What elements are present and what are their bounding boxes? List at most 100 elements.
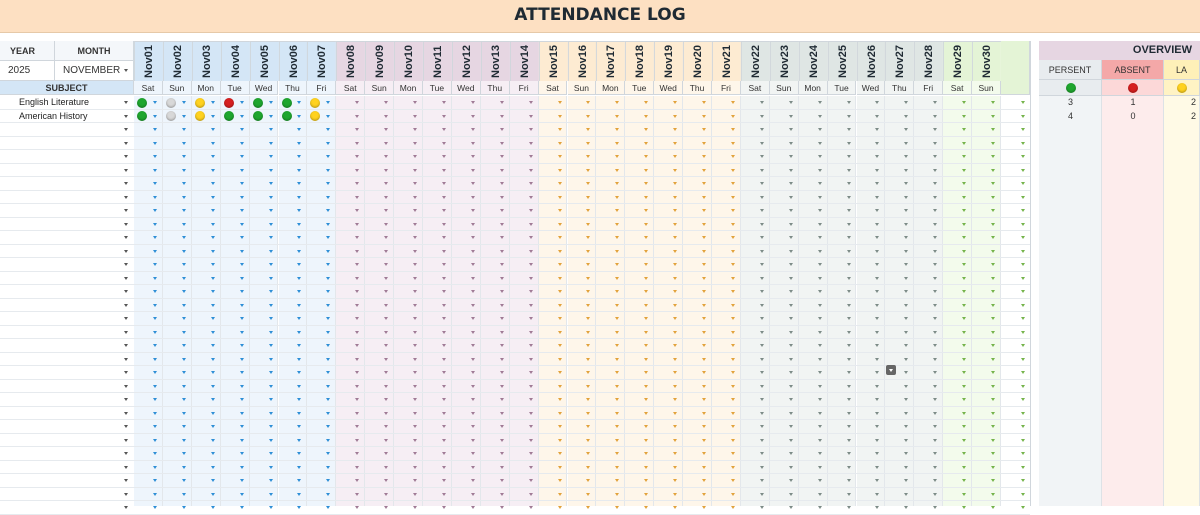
dropdown-arrow-icon[interactable] [210,290,215,293]
dropdown-arrow-icon[interactable] [759,465,764,469]
dropdown-arrow-icon[interactable] [586,330,591,334]
dropdown-arrow-icon[interactable] [644,465,649,469]
chevron-down-icon[interactable] [124,69,128,72]
dropdown-arrow-icon[interactable] [499,222,504,226]
dropdown-arrow-icon[interactable] [1021,101,1025,104]
dropdown-arrow-icon[interactable] [441,465,446,469]
dropdown-arrow-icon[interactable] [384,209,389,212]
dropdown-arrow-icon[interactable] [239,128,244,131]
dropdown-arrow-icon[interactable] [384,195,389,199]
dropdown-arrow-icon[interactable] [152,141,157,145]
dropdown-arrow-icon[interactable] [586,357,591,361]
dropdown-arrow-icon[interactable] [991,479,995,482]
dropdown-arrow-icon[interactable] [441,438,446,442]
dropdown-arrow-icon[interactable] [239,209,244,212]
dropdown-arrow-icon[interactable] [441,330,446,334]
dropdown-arrow-icon[interactable] [644,357,649,361]
dropdown-arrow-icon[interactable] [875,290,880,293]
dropdown-arrow-icon[interactable] [297,344,302,347]
dropdown-arrow-icon[interactable] [991,128,995,131]
dropdown-arrow-icon[interactable] [702,168,706,172]
dropdown-arrow-icon[interactable] [644,141,649,145]
subject-cell[interactable]: American History [19,110,88,121]
dropdown-arrow-icon[interactable] [441,168,446,172]
dropdown-arrow-icon[interactable] [326,398,331,401]
dropdown-arrow-icon[interactable] [499,357,504,361]
dropdown-arrow-icon[interactable] [1021,344,1025,347]
dropdown-arrow-icon[interactable] [759,249,764,253]
dropdown-arrow-icon[interactable] [470,479,475,482]
yellow-dot-icon[interactable] [194,97,205,108]
dropdown-arrow-icon[interactable] [499,317,504,320]
dropdown-arrow-icon[interactable] [904,290,909,293]
dropdown-arrow-icon[interactable] [384,452,389,455]
dropdown-arrow-icon[interactable] [730,182,735,185]
dropdown-arrow-icon[interactable] [1021,492,1025,496]
dropdown-arrow-icon[interactable] [788,128,793,131]
dropdown-arrow-icon[interactable] [499,249,504,253]
dropdown-arrow-icon[interactable] [384,141,389,145]
subject-dropdown-arrow-icon[interactable] [124,465,128,469]
dropdown-arrow-icon[interactable] [730,195,735,199]
dropdown-arrow-icon[interactable] [210,465,215,469]
dropdown-arrow-icon[interactable] [355,236,360,239]
dropdown-arrow-icon[interactable] [499,465,504,469]
dropdown-arrow-icon[interactable] [586,290,591,293]
dropdown-arrow-icon[interactable] [846,263,851,266]
dropdown-arrow-icon[interactable] [326,425,331,428]
dropdown-arrow-icon[interactable] [268,492,273,496]
dropdown-arrow-icon[interactable] [817,141,822,145]
dropdown-arrow-icon[interactable] [499,398,504,401]
dropdown-arrow-icon[interactable] [875,276,880,280]
dropdown-arrow-icon[interactable] [846,344,851,347]
dropdown-arrow-icon[interactable] [673,452,678,455]
dropdown-arrow-icon[interactable] [152,101,157,104]
dropdown-arrow-icon[interactable] [875,182,880,185]
dropdown-arrow-icon[interactable] [470,101,475,104]
dropdown-arrow-icon[interactable] [181,236,186,239]
dropdown-arrow-icon[interactable] [702,438,706,442]
dropdown-arrow-icon[interactable] [210,330,215,334]
dropdown-arrow-icon[interactable] [875,438,880,442]
dropdown-arrow-icon[interactable] [326,290,331,293]
dropdown-arrow-icon[interactable] [962,141,967,145]
dropdown-arrow-icon[interactable] [962,249,967,253]
dropdown-arrow-icon[interactable] [470,222,475,226]
dropdown-arrow-icon[interactable] [297,141,302,145]
dropdown-arrow-icon[interactable] [846,398,851,401]
subject-dropdown-arrow-icon[interactable] [124,425,128,428]
dropdown-arrow-icon[interactable] [788,222,793,226]
dropdown-arrow-icon[interactable] [326,357,331,361]
dropdown-arrow-icon[interactable] [702,411,706,415]
dropdown-arrow-icon[interactable] [441,492,446,496]
dropdown-arrow-icon[interactable] [413,303,417,307]
dropdown-arrow-icon[interactable] [470,236,475,239]
dropdown-arrow-icon[interactable] [557,236,562,239]
dropdown-arrow-icon[interactable] [615,465,620,469]
dropdown-arrow-icon[interactable] [1021,222,1025,226]
dropdown-arrow-icon[interactable] [210,384,215,388]
dropdown-arrow-icon[interactable] [846,182,851,185]
dropdown-arrow-icon[interactable] [152,492,157,496]
dropdown-arrow-icon[interactable] [586,249,591,253]
dropdown-arrow-icon[interactable] [499,195,504,199]
dropdown-arrow-icon[interactable] [904,222,909,226]
dropdown-arrow-icon[interactable] [413,155,417,158]
dropdown-arrow-icon[interactable] [904,465,909,469]
dropdown-arrow-icon[interactable] [355,276,360,280]
dropdown-arrow-icon[interactable] [499,290,504,293]
dropdown-arrow-icon[interactable] [991,155,995,158]
dropdown-arrow-icon[interactable] [528,101,533,104]
dropdown-arrow-icon[interactable] [702,209,706,212]
dropdown-arrow-icon[interactable] [528,303,533,307]
dropdown-arrow-icon[interactable] [817,182,822,185]
gray-dot-icon[interactable] [165,97,176,108]
dropdown-arrow-icon[interactable] [904,128,909,131]
dropdown-arrow-icon[interactable] [759,303,764,307]
dropdown-arrow-icon[interactable] [470,425,475,428]
dropdown-arrow-icon[interactable] [326,452,331,455]
dropdown-arrow-icon[interactable] [644,128,649,131]
dropdown-arrow-icon[interactable] [673,195,678,199]
dropdown-arrow-icon[interactable] [268,398,273,401]
dropdown-arrow-icon[interactable] [297,276,302,280]
